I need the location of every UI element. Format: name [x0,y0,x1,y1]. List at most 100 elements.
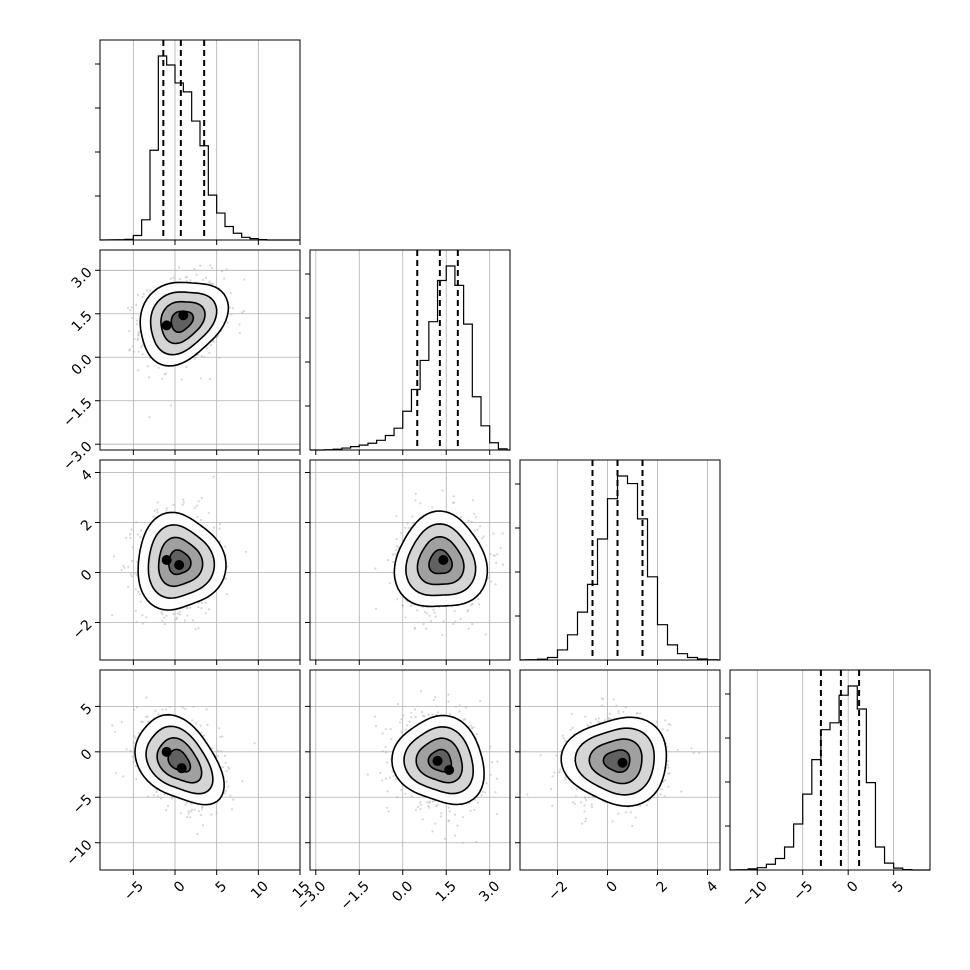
scatter-point [629,811,632,814]
x-tick-label: −2 [545,878,571,904]
scatter-point [244,550,247,553]
scatter-point [391,770,394,773]
scatter-point [241,780,244,783]
scatter-point [180,378,183,381]
scatter-point [129,749,132,752]
scatter-point [384,745,387,749]
scatter-point [461,841,464,844]
scatter-point [125,536,128,540]
scatter-point [462,718,465,722]
scatter-point [465,706,468,709]
scatter-point [399,788,403,791]
scatter-point [200,808,204,811]
scatter-point [496,553,499,556]
scatter-point [166,804,170,807]
y-tick-label: 3.0 [69,265,96,292]
scatter-point [466,610,469,613]
scatter-point [479,699,482,703]
y-tick-label: −10 [63,837,95,869]
scatter-point [589,721,592,725]
contour-line [170,310,195,333]
scatter-point [132,760,135,764]
y-tick-label: −1.5 [60,395,95,430]
scatter-point [410,603,413,606]
scatter-point [470,724,473,727]
scatter-point [583,796,586,799]
scatter-point [195,273,198,276]
grid-lines [132,40,259,240]
scatter-point [163,623,166,626]
scatter-point [472,726,475,729]
scatter-point [238,331,241,335]
scatter-point [200,496,203,500]
scatter-point [152,794,155,797]
density-peak [161,320,172,331]
scatter-point [147,720,150,723]
panel-frame [99,249,301,451]
scatter-point [130,559,134,563]
panel-content [111,475,247,631]
scatter-point [608,712,612,715]
scatter-point [146,715,149,718]
scatter-point [200,731,203,734]
scatter-point [218,356,221,359]
scatter-point [135,322,138,326]
scatter-point [176,612,179,615]
scatter-point [590,803,593,806]
scatter-point [219,522,222,526]
scatter-point [375,607,378,610]
scatter-point [145,696,148,699]
scatter-point [129,573,132,576]
contour-line [139,281,230,367]
scatter-point [571,801,575,804]
scatter-point [156,508,159,511]
scatter-point [111,614,114,617]
scatter-point [163,616,166,619]
scatter-point [594,718,598,721]
scatter-point [384,728,387,731]
histogram-panel-2 [515,459,721,665]
scatter-point [659,793,662,796]
scatter-point [661,728,664,731]
scatter-point [199,814,203,817]
scatter-point [478,603,481,606]
scatter-point [429,620,433,623]
scatter-point [394,549,398,552]
scatter-point [421,714,425,718]
scatter-point [208,351,211,354]
scatter-point [136,293,139,296]
scatter-point [389,728,392,731]
scatter-point [185,607,188,610]
scatter-point [209,343,213,346]
scatter-point [209,264,212,267]
scatter-point [179,812,182,815]
scatter-point [456,824,459,827]
scatter-point [184,803,187,806]
scatter-point [172,503,175,506]
y-tick-label: 0 [78,746,96,764]
scatter-point [210,282,213,285]
scatter-point [499,546,502,550]
scatter-point [395,515,398,518]
scatter-point [584,820,587,823]
scatter-point [448,819,451,822]
scatter-point [387,810,390,813]
scatter-point [183,619,186,622]
scatter-point [624,811,628,814]
scatter-point [573,802,576,806]
scatter-point [226,321,229,324]
scatter-point [663,795,666,798]
panel-frame [309,249,511,451]
scatter-point [137,350,140,353]
scatter-point [211,267,214,270]
scatter-point [165,614,168,618]
joint-panel-1-3: −3.0 −1.5 0.0 1.5 3.0 [294,669,511,914]
scatter-point [386,790,389,793]
scatter-point [153,509,156,512]
contour-line [588,738,643,785]
scatter-point [199,377,202,380]
scatter-point [492,532,495,535]
scatter-point [135,620,138,624]
scatter-point [571,726,574,729]
scatter-point [221,766,224,769]
